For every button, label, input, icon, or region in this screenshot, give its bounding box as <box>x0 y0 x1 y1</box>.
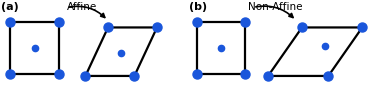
Text: Affine: Affine <box>67 2 97 12</box>
Text: Non-Affine: Non-Affine <box>248 2 303 12</box>
Text: (b): (b) <box>189 2 207 12</box>
Text: (a): (a) <box>2 2 19 12</box>
